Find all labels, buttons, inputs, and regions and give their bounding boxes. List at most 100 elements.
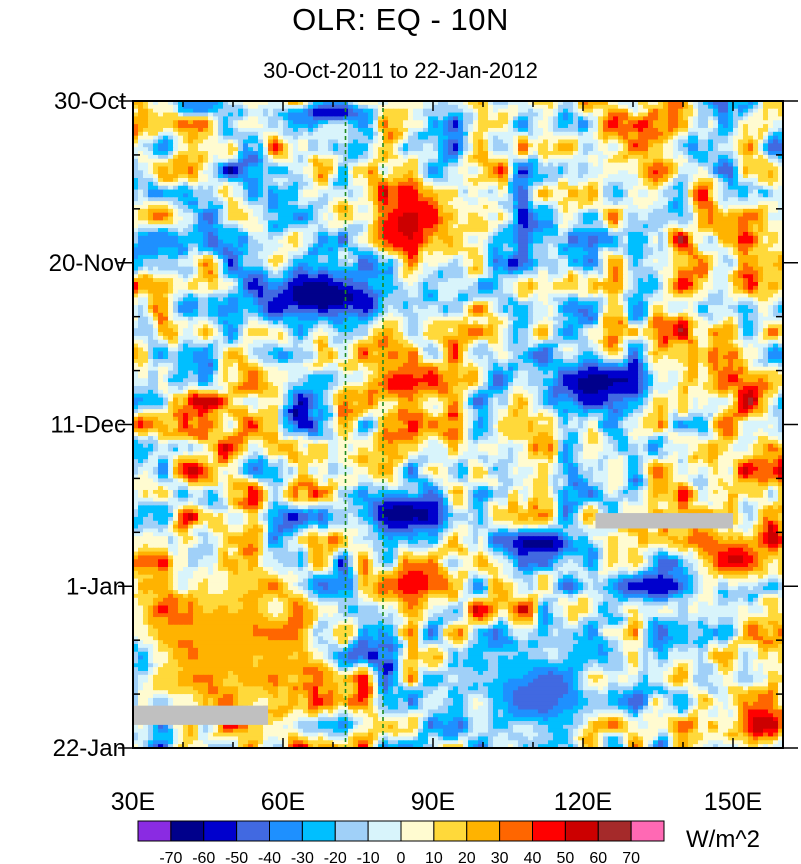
field-cell: [238, 143, 244, 148]
field-cell: [313, 193, 319, 198]
field-cell: [698, 143, 704, 148]
field-cell: [448, 162, 454, 168]
field-cell: [778, 220, 783, 225]
field-cell: [323, 247, 329, 252]
field-cell: [198, 162, 204, 168]
field-cell: [578, 116, 584, 121]
field-cell: [163, 174, 169, 179]
field-cell: [168, 139, 174, 144]
field-cell: [168, 147, 174, 152]
field-cell: [623, 189, 629, 195]
field-cell: [298, 216, 304, 221]
field-cell: [378, 151, 384, 156]
field-cell: [713, 120, 719, 125]
field-cell: [623, 127, 629, 133]
field-cell: [778, 193, 783, 198]
field-cell: [248, 178, 254, 183]
field-cell: [533, 112, 539, 117]
field-cell: [203, 216, 209, 221]
field-cell: [463, 151, 469, 156]
field-cell: [528, 154, 534, 160]
field-cell: [198, 208, 204, 214]
field-cell: [533, 239, 539, 245]
field-cell: [668, 151, 674, 156]
field-cell: [693, 131, 699, 137]
field-cell: [383, 197, 389, 202]
field-cell: [368, 189, 374, 195]
field-cell: [613, 224, 619, 229]
field-cell: [608, 239, 614, 245]
field-cell: [413, 170, 419, 175]
field-cell: [778, 166, 783, 171]
field-cell: [483, 139, 489, 144]
field-cell: [243, 174, 249, 179]
field-cell: [288, 120, 294, 125]
field-cell: [153, 135, 159, 141]
field-cell: [178, 189, 184, 195]
field-cell: [228, 112, 234, 117]
field-cell: [693, 154, 699, 160]
field-cell: [663, 220, 669, 225]
field-cell: [528, 204, 534, 210]
field-cell: [508, 108, 514, 114]
field-cell: [228, 216, 234, 221]
field-cell: [423, 231, 429, 237]
field-cell: [613, 228, 619, 233]
field-cell: [673, 235, 679, 241]
field-cell: [293, 147, 299, 152]
field-cell: [158, 181, 164, 187]
field-cell: [133, 231, 139, 237]
field-cell: [208, 143, 214, 148]
field-cell: [273, 193, 279, 198]
field-cell: [678, 185, 684, 191]
field-cell: [488, 197, 494, 202]
field-cell: [728, 216, 734, 221]
field-cell: [313, 204, 319, 210]
field-cell: [333, 124, 339, 129]
field-cell: [508, 239, 514, 245]
field-cell: [288, 131, 294, 137]
field-cell: [173, 247, 179, 252]
field-cell: [393, 204, 399, 210]
field-cell: [288, 108, 294, 114]
field-cell: [253, 235, 259, 241]
field-cell: [693, 231, 699, 237]
field-cell: [323, 166, 329, 171]
field-cell: [508, 208, 514, 214]
field-cell: [403, 243, 409, 248]
field-cell: [718, 197, 724, 202]
field-cell: [208, 120, 214, 125]
field-cell: [323, 185, 329, 191]
field-cell: [583, 212, 589, 218]
field-cell: [773, 154, 779, 160]
field-cell: [258, 189, 264, 195]
field-cell: [248, 189, 254, 195]
field-cell: [753, 147, 759, 152]
field-cell: [313, 216, 319, 221]
field-cell: [643, 104, 649, 110]
field-cell: [163, 189, 169, 195]
field-cell: [703, 224, 709, 229]
field-cell: [283, 143, 289, 148]
field-cell: [243, 185, 249, 191]
field-cell: [768, 158, 774, 164]
field-cell: [158, 243, 164, 248]
field-cell: [708, 201, 714, 206]
field-cell: [223, 170, 229, 175]
field-cell: [333, 189, 339, 195]
field-cell: [263, 174, 269, 179]
field-cell: [528, 185, 534, 191]
field-cell: [468, 181, 474, 187]
field-cell: [563, 231, 569, 237]
field-cell: [218, 201, 224, 206]
field-cell: [548, 208, 554, 214]
field-cell: [228, 247, 234, 252]
field-cell: [513, 181, 519, 187]
field-cell: [493, 143, 499, 148]
field-cell: [273, 235, 279, 241]
field-cell: [378, 239, 384, 245]
field-cell: [628, 151, 634, 156]
field-cell: [298, 235, 304, 241]
field-cell: [513, 162, 519, 168]
field-cell: [518, 143, 524, 148]
